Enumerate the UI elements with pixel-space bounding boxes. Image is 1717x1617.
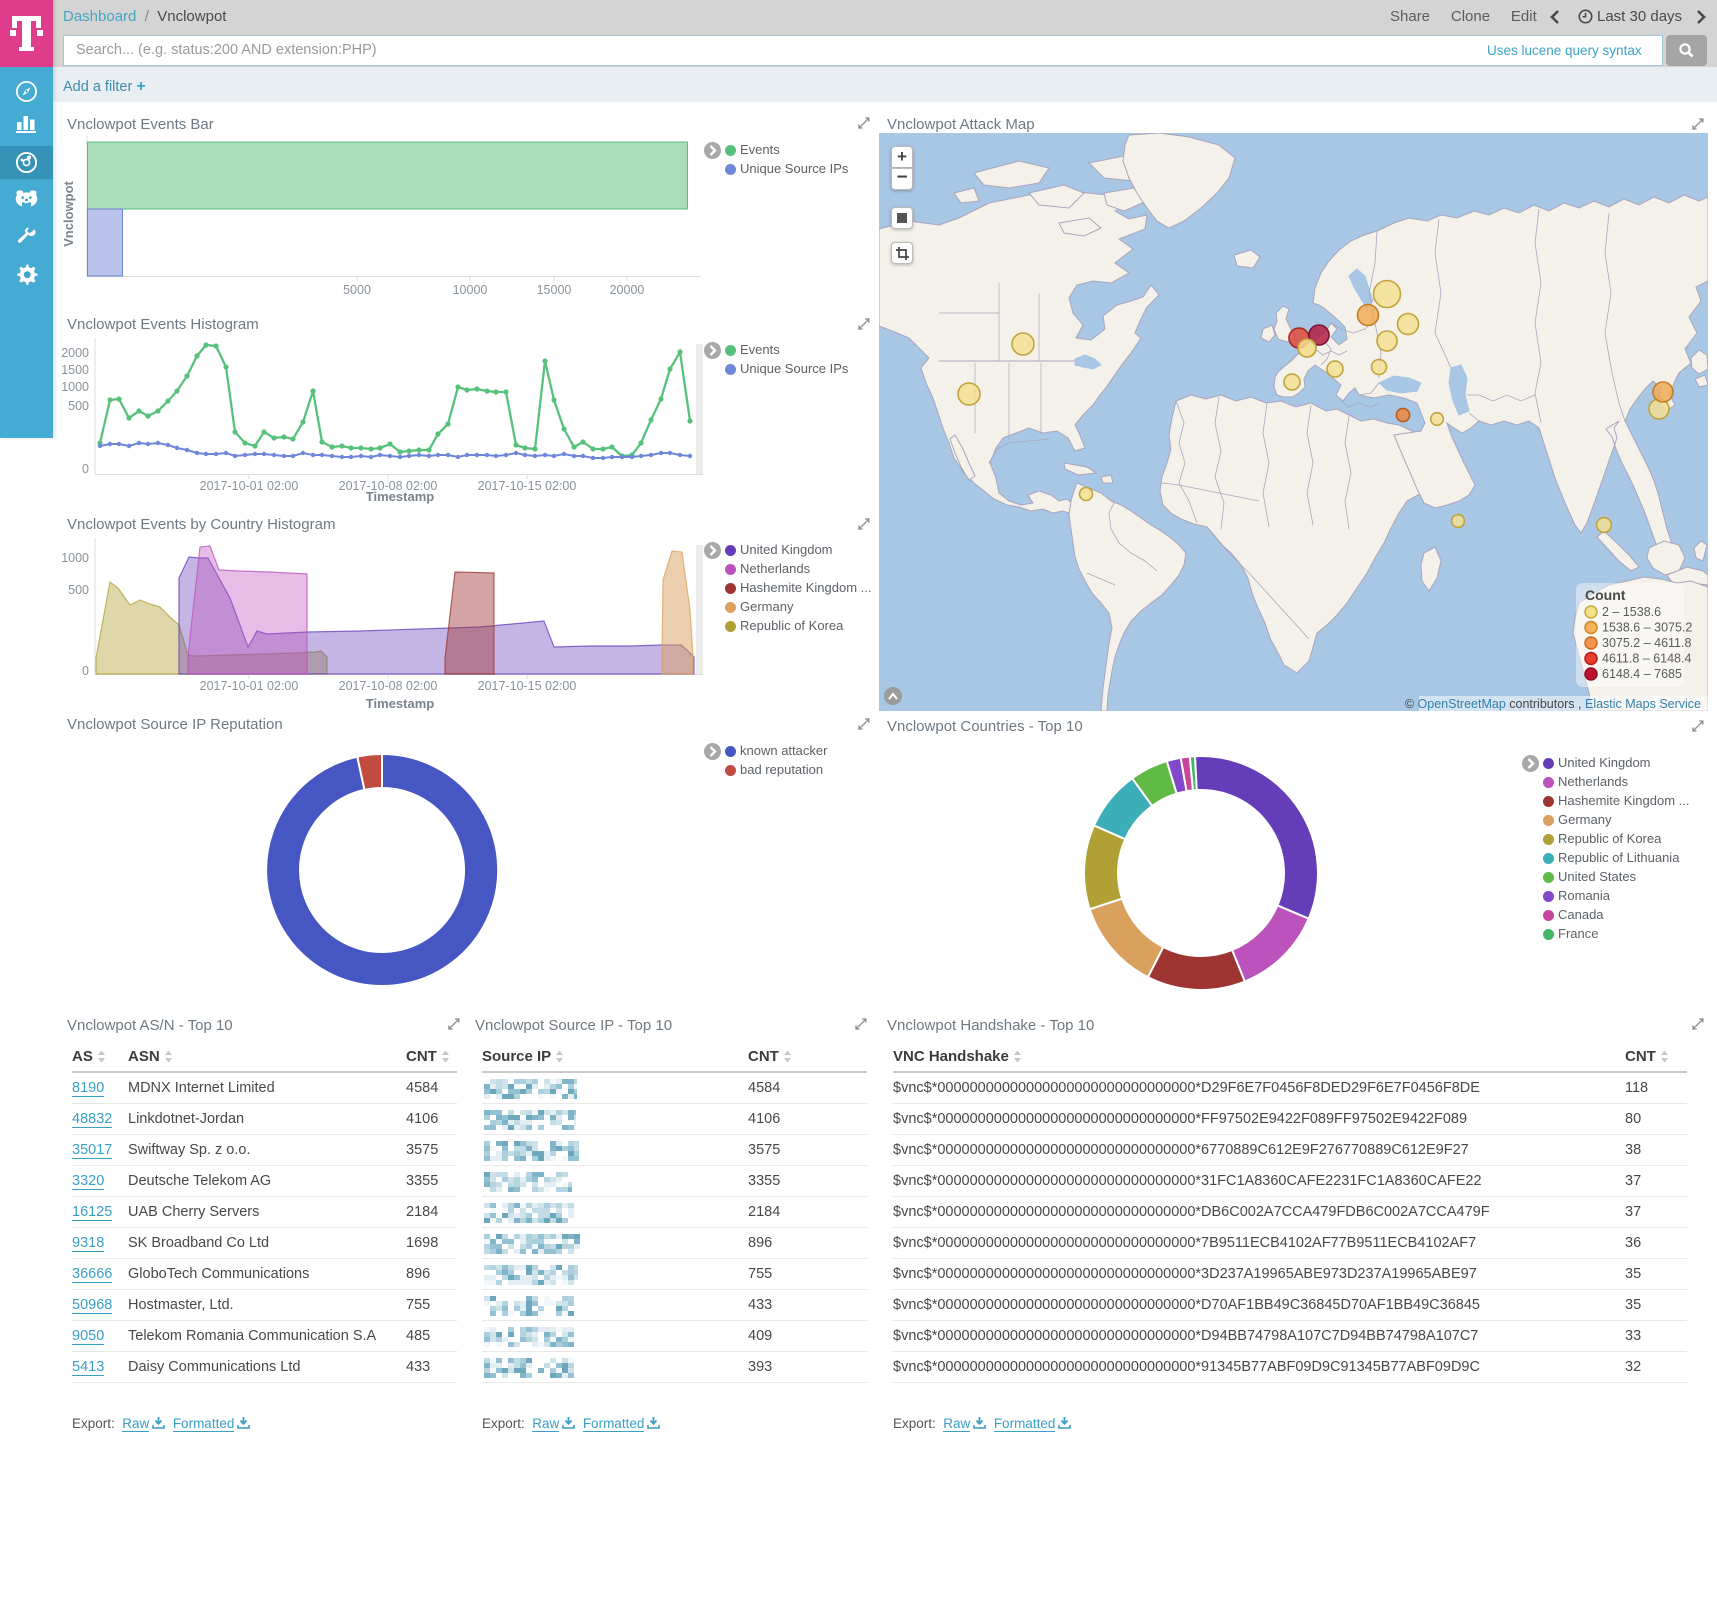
svg-text:15000: 15000 [537, 283, 572, 297]
svg-text:2017-10-15 02:00: 2017-10-15 02:00 [478, 479, 577, 493]
svg-text:10000: 10000 [453, 283, 488, 297]
svg-text:Timestamp: Timestamp [366, 489, 434, 504]
svg-text:6148.4 – 7685: 6148.4 – 7685 [1602, 667, 1682, 681]
svg-text:5000: 5000 [343, 283, 371, 297]
svg-text:Vnclowpot: Vnclowpot [61, 180, 76, 246]
svg-text:2 – 1538.6: 2 – 1538.6 [1602, 605, 1661, 619]
svg-text:2017-10-01 02:00: 2017-10-01 02:00 [200, 479, 299, 493]
svg-text:4611.8 – 6148.4: 4611.8 – 6148.4 [1602, 652, 1691, 666]
svg-text:Timestamp: Timestamp [366, 696, 434, 711]
svg-text:© OpenStreetMap contributors ,: © OpenStreetMap contributors , Elastic M… [1405, 697, 1701, 711]
svg-text:1000: 1000 [61, 380, 89, 394]
svg-text:2017-10-08 02:00: 2017-10-08 02:00 [339, 479, 438, 493]
svg-text:1500: 1500 [61, 363, 89, 377]
svg-text:1000: 1000 [61, 551, 89, 565]
svg-text:20000: 20000 [610, 283, 645, 297]
svg-text:2017-10-15 02:00: 2017-10-15 02:00 [478, 679, 577, 693]
svg-text:500: 500 [68, 399, 89, 413]
svg-text:0: 0 [82, 462, 89, 476]
svg-text:2017-10-01 02:00: 2017-10-01 02:00 [200, 679, 299, 693]
svg-text:1538.6 – 3075.2: 1538.6 – 3075.2 [1602, 621, 1692, 635]
svg-text:0: 0 [82, 664, 89, 678]
svg-text:3075.2 – 4611.8: 3075.2 – 4611.8 [1602, 636, 1691, 650]
svg-text:2017-10-08 02:00: 2017-10-08 02:00 [339, 679, 438, 693]
svg-text:Count: Count [1585, 587, 1626, 603]
svg-text:500: 500 [68, 583, 89, 597]
svg-text:2000: 2000 [61, 346, 89, 360]
